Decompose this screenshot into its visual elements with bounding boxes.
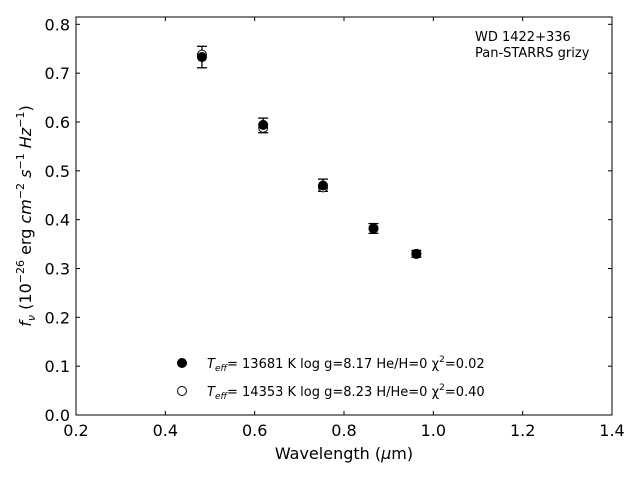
legend-marker-open: [177, 386, 187, 396]
legend-marker-filled: [177, 358, 187, 368]
y-tick-label-0: 0.0: [45, 406, 70, 425]
x-tick-label-5: 1.2: [510, 421, 535, 440]
series-1-point-0: [196, 52, 207, 63]
x-tick-label-3: 0.8: [331, 421, 356, 440]
y-tick-label-5: 0.5: [45, 162, 70, 181]
x-tick-label-2: 0.6: [242, 421, 267, 440]
series-1-point-2: [318, 180, 329, 191]
plot-frame: [75, 16, 613, 416]
annotation-line-1: WD 1422+336: [475, 30, 571, 45]
annotation-line-2: Pan-STARRS grizy: [475, 46, 590, 61]
y-tick-label-1: 0.1: [45, 357, 70, 376]
x-axis-label: Wavelength (μm): [275, 444, 413, 463]
y-axis-label: fν (10−26 erg cm−2 s−1 Hz−1): [14, 105, 38, 326]
y-tick-label-2: 0.2: [45, 308, 70, 327]
x-tick-label-0: 0.2: [63, 421, 88, 440]
series-1-point-3: [368, 223, 379, 234]
y-tick-label-4: 0.4: [45, 211, 70, 230]
error-bars: [196, 45, 422, 258]
y-tick-label-7: 0.7: [45, 64, 70, 83]
legend-label-series-1: Teff= 13681 K log g=8.17 He/H=0 χ2=0.02: [207, 355, 485, 374]
tick-labels: 0.2 0.4 0.6 0.8 1.0 1.2 1.4 0.0 0.1 0.2 0.3 0.4 0.5 0…: [45, 15, 625, 440]
x-tick-label-1: 0.4: [153, 421, 178, 440]
y-tick-label-6: 0.6: [45, 113, 70, 132]
x-tick-label-4: 1.0: [421, 421, 446, 440]
data-points: [196, 49, 422, 259]
axis-ticks: [75, 17, 613, 416]
y-tick-label-8: 0.8: [45, 15, 70, 34]
legend-label-series-2: Teff= 14353 K log g=8.23 H/He=0 χ2=0.40: [207, 383, 485, 402]
y-tick-label-3: 0.3: [45, 259, 70, 278]
legend: Teff= 13681 K log g=8.17 He/H=0 χ2=0.02 …: [177, 355, 485, 402]
x-tick-label-6: 1.4: [599, 421, 624, 440]
series-1-point-1: [258, 119, 269, 130]
series-1-point-4: [411, 248, 422, 259]
